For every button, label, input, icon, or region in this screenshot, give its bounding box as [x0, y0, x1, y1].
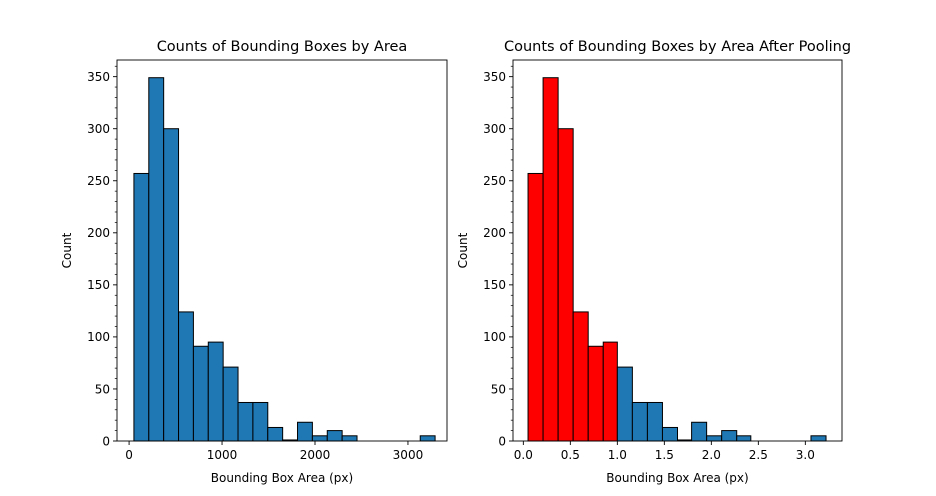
histogram-bar — [237, 401, 254, 442]
histogram-bar — [311, 435, 328, 442]
histogram-panel-original: 0 50 100 150 200 250 300 350 0 1000 2000 3000 Counts… — [60, 39, 448, 485]
histogram-bar — [691, 421, 708, 442]
histogram-bar — [572, 311, 589, 442]
histogram-bar — [297, 421, 313, 442]
x-tick-label: 0.5 — [561, 448, 580, 462]
y-tick-label: 200 — [87, 226, 110, 240]
x-axis-label: Bounding Box Area (px) — [211, 471, 353, 485]
histogram-bar — [602, 341, 618, 442]
histogram-bar — [661, 426, 679, 442]
y-tick-label: 350 — [483, 70, 506, 84]
y-tick-label: 300 — [87, 122, 110, 136]
y-tick-label: 0 — [498, 434, 506, 448]
histogram-bar — [148, 77, 165, 442]
y-axis-label: Count — [60, 232, 74, 268]
x-tick-label: 1.0 — [608, 448, 627, 462]
histogram-bar — [419, 435, 436, 442]
histogram-bar — [721, 430, 738, 442]
histogram-bar — [616, 366, 633, 442]
histogram-bar — [706, 435, 723, 442]
axes-frame — [512, 59, 843, 442]
y-tick-label: 200 — [483, 226, 506, 240]
x-tick-label: 2.0 — [702, 448, 721, 462]
histogram-bar — [542, 77, 559, 442]
x-axis-label: Bounding Box Area (px) — [606, 471, 748, 485]
histogram-bar — [178, 311, 194, 442]
x-tick-label: 3.0 — [796, 448, 815, 462]
histogram-bar — [341, 435, 358, 442]
histogram-bar — [646, 401, 663, 442]
y-tick-label: 100 — [483, 330, 506, 344]
y-tick-label: 150 — [87, 278, 110, 292]
y-tick-label: 250 — [87, 174, 110, 188]
histogram-bar — [163, 128, 180, 442]
chart-title: Counts of Bounding Boxes by Area — [157, 39, 408, 55]
axes-frame — [116, 59, 448, 442]
y-axis-label: Count — [456, 232, 470, 268]
histogram-bar — [631, 401, 648, 442]
histogram-bar — [192, 345, 209, 442]
x-tick-label: 1000 — [207, 448, 238, 462]
y-tick-label: 100 — [87, 330, 110, 344]
histogram-bar — [326, 430, 343, 442]
y-tick-label: 50 — [491, 382, 506, 396]
histogram-bar — [557, 128, 574, 442]
y-tick-label: 50 — [95, 382, 110, 396]
histogram-bar — [252, 401, 269, 442]
histogram-bar — [133, 172, 150, 442]
histogram-bar — [810, 435, 827, 442]
histogram-bar — [736, 435, 752, 442]
histogram-bar — [222, 366, 239, 442]
y-tick-label: 150 — [483, 278, 506, 292]
x-tick-label: 0 — [125, 448, 133, 462]
histogram-bar — [207, 341, 224, 442]
histogram-bar — [587, 345, 604, 442]
x-tick-label: 3000 — [393, 448, 424, 462]
x-tick-label: 1.5 — [655, 448, 674, 462]
y-tick-label: 300 — [483, 122, 506, 136]
histogram-bar — [527, 172, 544, 442]
x-tick-label: 2000 — [300, 448, 331, 462]
histogram-panel-after-pooling: 0 50 100 150 200 250 300 350 0.0 0.5 1.0 1.5 2.0 2.5 3… — [456, 39, 851, 485]
x-tick-label: 0.0 — [514, 448, 533, 462]
histogram-bar — [267, 426, 284, 442]
y-tick-label: 350 — [87, 70, 110, 84]
x-tick-label: 2.5 — [749, 448, 768, 462]
y-tick-label: 250 — [483, 174, 506, 188]
chart-title: Counts of Bounding Boxes by Area After P… — [504, 39, 851, 55]
y-tick-label: 0 — [102, 434, 110, 448]
